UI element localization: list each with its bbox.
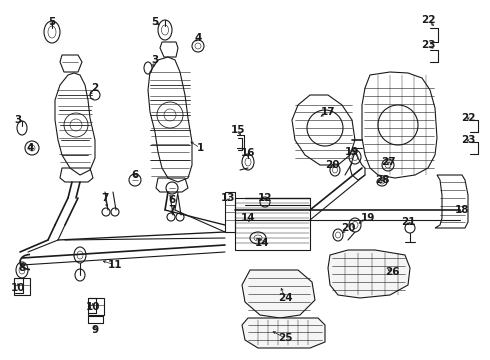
Text: 28: 28 — [375, 175, 389, 185]
Text: 11: 11 — [108, 260, 122, 270]
Text: 26: 26 — [385, 267, 399, 277]
Text: 6: 6 — [169, 195, 175, 205]
Polygon shape — [242, 270, 315, 318]
Text: 12: 12 — [258, 193, 272, 203]
Text: 17: 17 — [320, 107, 335, 117]
Text: 23: 23 — [461, 135, 475, 145]
Text: 3: 3 — [151, 55, 159, 65]
Text: 15: 15 — [231, 125, 245, 135]
Text: 5: 5 — [151, 17, 159, 27]
Text: 19: 19 — [345, 147, 359, 157]
Text: 9: 9 — [92, 325, 98, 335]
Text: 20: 20 — [341, 223, 355, 233]
Text: 13: 13 — [221, 193, 235, 203]
Text: 25: 25 — [278, 333, 292, 343]
Text: 3: 3 — [14, 115, 22, 125]
Text: 7: 7 — [101, 193, 109, 203]
Text: 18: 18 — [455, 205, 469, 215]
Text: 24: 24 — [278, 293, 293, 303]
Text: 20: 20 — [325, 160, 339, 170]
Text: 27: 27 — [381, 157, 395, 167]
Text: 6: 6 — [131, 170, 139, 180]
Text: 14: 14 — [255, 238, 270, 248]
Text: 4: 4 — [195, 33, 202, 43]
Text: 8: 8 — [19, 263, 25, 273]
Polygon shape — [242, 318, 325, 348]
Text: 2: 2 — [91, 83, 98, 93]
Text: 22: 22 — [421, 15, 435, 25]
Text: 10: 10 — [86, 302, 100, 312]
Text: 19: 19 — [361, 213, 375, 223]
Text: 14: 14 — [241, 213, 255, 223]
Text: 10: 10 — [11, 283, 25, 293]
Text: 16: 16 — [241, 148, 255, 158]
Text: 5: 5 — [49, 17, 56, 27]
Text: 7: 7 — [168, 205, 176, 215]
Text: 22: 22 — [461, 113, 475, 123]
Text: 21: 21 — [401, 217, 415, 227]
Polygon shape — [328, 250, 410, 298]
Text: 23: 23 — [421, 40, 435, 50]
Text: 4: 4 — [26, 143, 34, 153]
Text: 1: 1 — [196, 143, 204, 153]
